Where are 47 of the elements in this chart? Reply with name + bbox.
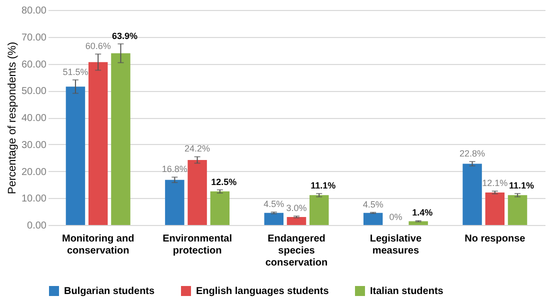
bar: [188, 160, 207, 225]
y-tick-label: 80.00: [21, 6, 47, 16]
y-tick-label: 60.00: [21, 59, 47, 70]
y-tick-label: 10.00: [21, 194, 47, 205]
data-label: 4.5%: [362, 199, 384, 210]
x-tick-label: No response: [464, 234, 526, 244]
data-label: 22.8%: [460, 148, 486, 159]
data-label: 63.9%: [112, 30, 138, 41]
data-label: 3.0%: [286, 203, 307, 214]
bar: [462, 164, 482, 225]
y-tick-label: 70.00: [21, 32, 47, 44]
data-label: 24.2%: [184, 144, 210, 154]
data-label: 60.6%: [85, 41, 111, 52]
bar: [264, 212, 284, 225]
x-tick-label: Environmental protection: [162, 234, 232, 256]
bar: [485, 192, 505, 225]
y-tick-label: 40.00: [21, 113, 47, 124]
y-axis-title: Percentage of respondents (%): [6, 42, 18, 194]
bar: [88, 62, 108, 225]
bar: [408, 221, 428, 225]
bar: [165, 180, 184, 225]
y-tick-label: 20.00: [21, 166, 47, 178]
x-tick-label: Endangered species conservation: [265, 234, 328, 268]
bar: [310, 195, 329, 225]
data-label: 4.5%: [264, 199, 284, 210]
bar: [363, 212, 383, 225]
data-label: 1.4%: [412, 208, 433, 218]
y-tick-label: 0.00: [27, 220, 47, 232]
y-tick-label: 30.00: [21, 140, 47, 151]
x-tick-label: Monitoring and conservation: [62, 234, 134, 256]
data-label: 12.5%: [211, 176, 237, 187]
bar: [66, 86, 86, 225]
bar: [286, 216, 306, 225]
data-label: 51.5%: [62, 66, 88, 77]
data-label: 16.8%: [162, 164, 188, 174]
x-tick-label: Legislative measures: [370, 234, 422, 256]
data-label: 12.1%: [482, 178, 508, 188]
bar: [210, 191, 230, 225]
y-tick-label: 50.00: [21, 86, 47, 98]
bar: [508, 195, 528, 225]
legend-label: Italian students: [370, 286, 444, 297]
bar: [111, 53, 130, 225]
data-label: 11.1%: [310, 180, 336, 191]
data-label: 0%: [389, 212, 402, 222]
legend-label: Bulgarian students: [64, 286, 156, 297]
data-label: 11.1%: [509, 180, 534, 191]
legend-label: English languages students: [196, 286, 330, 297]
